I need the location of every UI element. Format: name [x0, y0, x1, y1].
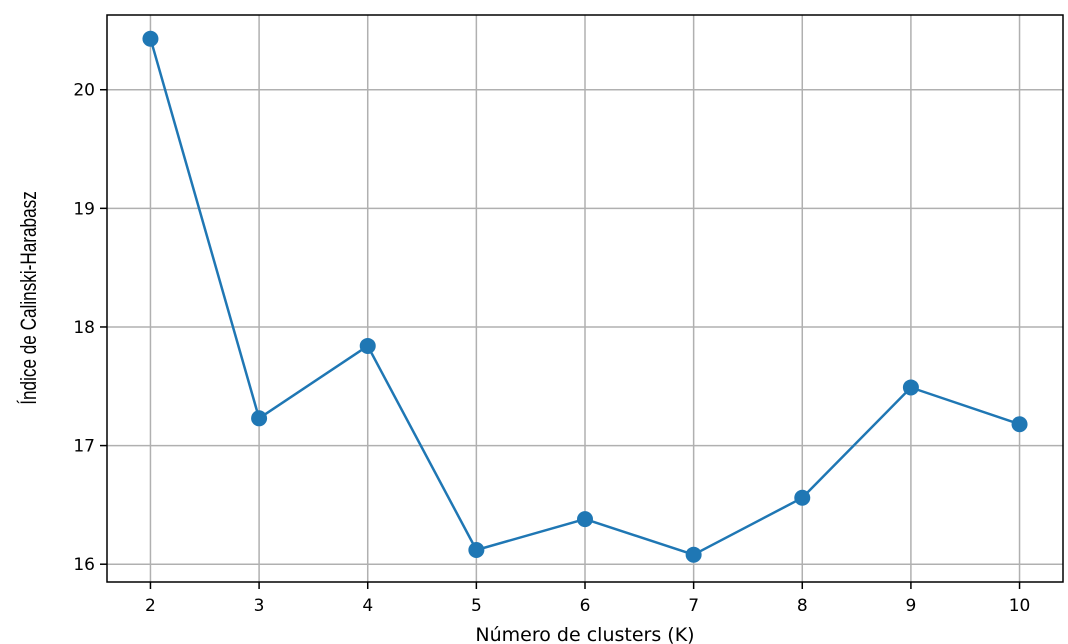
data-point [902, 379, 919, 396]
data-point [468, 541, 485, 558]
x-tick-label: 10 [1009, 596, 1031, 616]
y-axis-ticks: 16 17 18 19 20 [73, 81, 107, 575]
x-axis-title: Número de clusters (K) [475, 624, 694, 644]
data-point [359, 337, 376, 354]
data-point [142, 30, 159, 47]
x-tick-label: 7 [688, 596, 699, 616]
y-tick-label: 16 [73, 555, 95, 575]
x-tick-label: 8 [797, 596, 808, 616]
x-tick-label: 3 [254, 596, 265, 616]
y-tick-label: 17 [73, 437, 95, 457]
x-tick-label: 4 [362, 596, 373, 616]
x-tick-label: 5 [471, 596, 482, 616]
x-tick-label: 9 [905, 596, 916, 616]
y-tick-label: 20 [73, 81, 95, 101]
x-tick-label: 2 [145, 596, 156, 616]
y-tick-label: 19 [73, 199, 95, 219]
grid [107, 15, 1063, 582]
y-tick-label: 18 [73, 318, 95, 338]
x-tick-label: 6 [580, 596, 591, 616]
data-point [794, 489, 811, 506]
data-points [142, 30, 1028, 563]
data-point [685, 546, 702, 563]
y-axis-title: Índice de Calinski-Harabasz [16, 191, 42, 405]
data-point [1011, 416, 1028, 433]
data-point [577, 511, 593, 528]
data-point [251, 410, 268, 427]
x-axis-ticks: 2 3 4 5 6 7 8 9 10 [145, 582, 1030, 616]
